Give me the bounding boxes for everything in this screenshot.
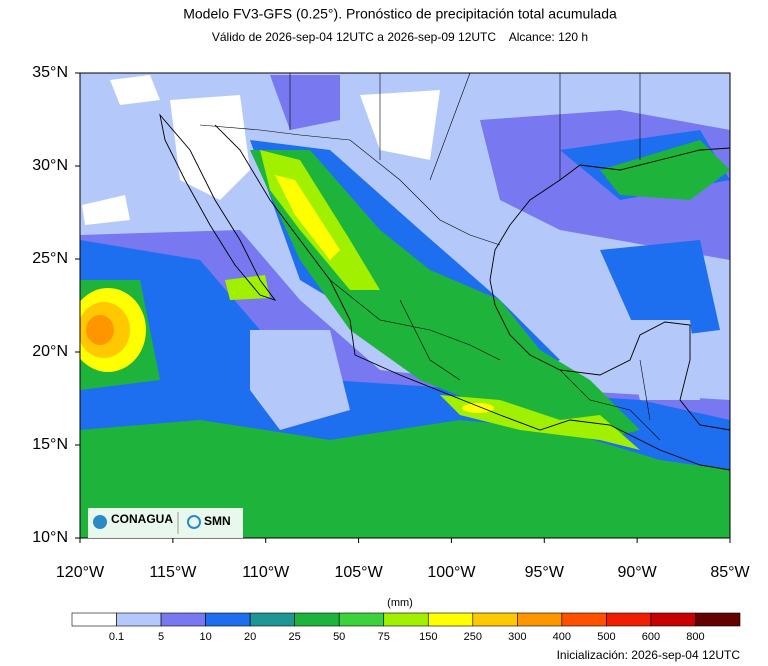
precip-region (600, 140, 730, 200)
y-tick-label: 15°N (32, 436, 68, 453)
colorbar-label: 400 (553, 631, 571, 643)
colorbar-label: 600 (642, 631, 660, 643)
x-tick-label: 85°W (710, 564, 750, 581)
colorbar-box (205, 612, 251, 627)
colorbar-box (71, 612, 117, 627)
logo-text: CONAGUA (111, 512, 173, 526)
colorbar-box (338, 612, 385, 627)
x-tick-label: 115°W (149, 564, 197, 581)
y-tick-label: 30°N (32, 157, 68, 174)
colorbar-label: 20 (244, 631, 256, 643)
colorbar-label: 10 (199, 631, 211, 643)
y-tick-label: 35°N (32, 64, 68, 81)
subtitle: Válido de 2026-sep-04 12UTC a 2026-sep-0… (212, 30, 588, 44)
precip-region (275, 175, 340, 260)
precip-region (250, 330, 350, 430)
colorbar-label: 25 (289, 631, 301, 643)
map-frame (79, 72, 731, 539)
colorbar-box (472, 612, 518, 627)
colorbar-label: 50 (333, 631, 345, 643)
precip-region (270, 75, 340, 130)
colorbar-label: 300 (508, 631, 526, 643)
footer: Inicialización: 2026-sep-04 12UTC (557, 648, 741, 662)
colorbar-label: 5 (158, 631, 164, 643)
logo-box: CONAGUA SMN (88, 508, 243, 538)
x-tick-label: 95°W (525, 564, 565, 581)
logo-text: SMN (204, 514, 231, 528)
precip-region (250, 150, 640, 440)
logo-icon (187, 515, 201, 529)
precip-region (86, 315, 114, 345)
colorbar-box (383, 612, 429, 627)
precip-region (82, 195, 130, 225)
colorbar-box (695, 612, 741, 627)
colorbar-label: 0.1 (109, 631, 124, 643)
y-tick-label: 20°N (32, 343, 68, 360)
colorbar-box (561, 612, 607, 627)
colorbar-box (427, 612, 474, 627)
colorbar-box (517, 612, 563, 627)
colorbar-label: 800 (686, 631, 704, 643)
y-tick-label: 25°N (32, 250, 68, 267)
colorbar-unit: (mm) (387, 597, 413, 609)
colorbar-label: 75 (378, 631, 390, 643)
x-tick-label: 110°W (242, 564, 290, 581)
precip-region (462, 403, 494, 413)
coastlines (159, 72, 731, 471)
colorbar-label: 250 (464, 631, 482, 643)
precip-region (600, 240, 720, 340)
precip-region (110, 75, 160, 105)
colorbar-box (650, 612, 696, 627)
colorbar-box (160, 612, 206, 627)
precip-field (80, 73, 730, 538)
colorbar-label: 500 (597, 631, 615, 643)
precip-region (620, 320, 700, 400)
colorbar-label: 150 (419, 631, 437, 643)
colorbar-box (294, 612, 340, 627)
colorbar-box (249, 612, 295, 627)
logo-panel (88, 508, 243, 538)
x-tick-label: 105°W (334, 564, 383, 581)
x-tick-label: 120°W (56, 564, 105, 581)
colorbar-box (606, 612, 652, 627)
logo-icon (93, 515, 107, 529)
precip-region (170, 95, 250, 200)
x-tick-label: 100°W (427, 564, 476, 581)
colorbar-box (116, 612, 162, 627)
y-tick-label: 10°N (32, 529, 68, 546)
title: Modelo FV3-GFS (0.25°). Pronóstico de pr… (183, 6, 617, 22)
x-tick-label: 90°W (617, 564, 657, 581)
